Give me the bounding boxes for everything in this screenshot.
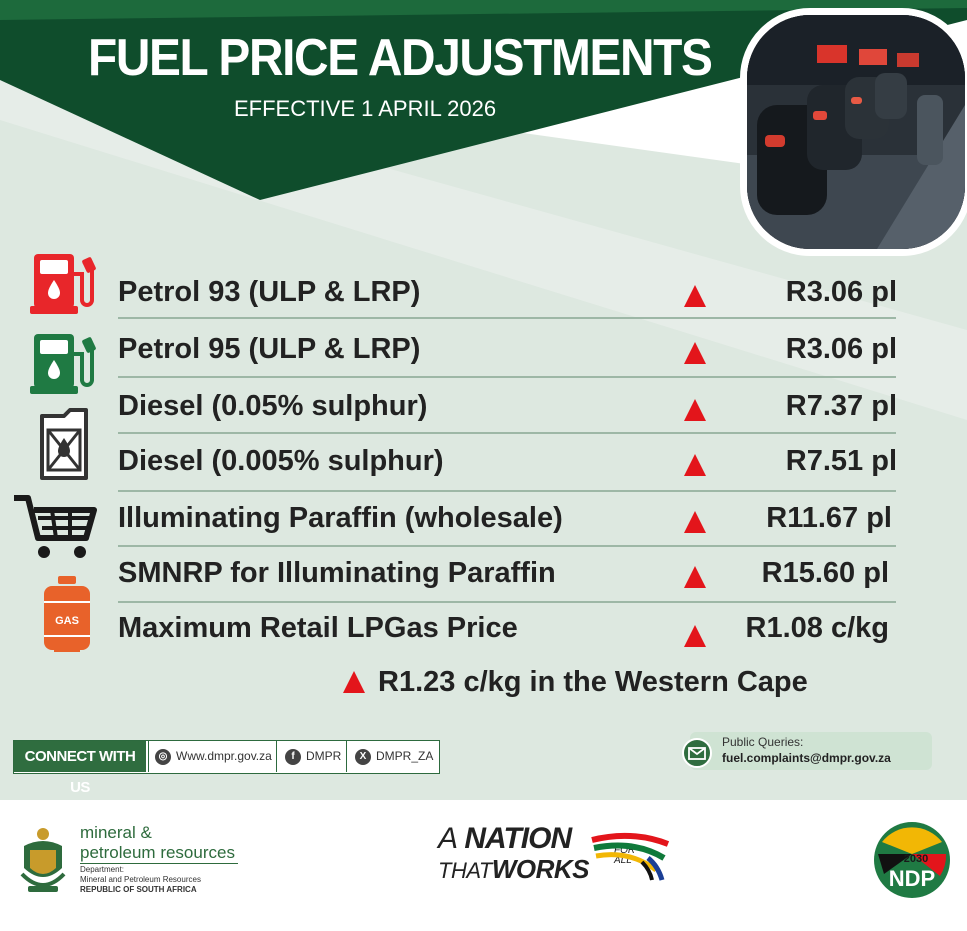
svg-text:GAS: GAS (55, 615, 79, 627)
connect-label: CONNECT WITH US (14, 741, 146, 796)
shopping-cart-icon (14, 495, 97, 558)
price-amount: R15.60 pl (761, 557, 889, 589)
increase-arrow-icon (684, 399, 706, 421)
price-row-diesel-005: Diesel (0.05% sulphur) R7.37 pl (0, 376, 967, 432)
nation-that: THAT (438, 858, 492, 883)
increase-arrow-icon (684, 285, 706, 307)
dept-small-2: Mineral and Petroleum Resources (80, 875, 201, 884)
divider (118, 376, 896, 378)
price-row-petrol-95: Petrol 95 (ULP & LRP) R3.06 pl (0, 319, 967, 375)
connect-with-us-bar: CONNECT WITH US ◎ Www.dmpr.gov.za f DMPR X… (13, 740, 440, 796)
footer: mineral & petroleum resources Department… (0, 800, 967, 931)
divider (118, 601, 896, 603)
product-label: Petrol 93 (ULP & LRP) (118, 276, 421, 308)
divider (118, 490, 896, 492)
ndp-year: 2030 (904, 853, 928, 865)
increase-arrow-icon (684, 454, 706, 476)
facebook-text: DMPR (306, 749, 342, 763)
price-row-petrol-93: Petrol 93 (ULP & LRP) R3.06 pl (0, 262, 967, 318)
increase-arrow-icon (343, 671, 365, 693)
western-cape-note: R1.23 c/kg in the Western Cape (342, 666, 902, 706)
price-row-diesel-0005: Diesel (0.005% sulphur) R7.51 pl (0, 431, 967, 487)
product-label: Illuminating Paraffin (wholesale) (118, 502, 563, 534)
nation-that-works-logo: A NATION THATWORKS FOR ALL (438, 822, 678, 884)
price-row-paraffin-wholesale: Illuminating Paraffin (wholesale) R11.67… (0, 488, 967, 544)
price-amount: R3.06 pl (785, 276, 897, 308)
department-subtext: Department: Mineral and Petroleum Resour… (80, 865, 201, 895)
effective-date: EFFECTIVE 1 APRIL 2026 (234, 96, 497, 121)
queries-email[interactable]: fuel.complaints@dmpr.gov.za (722, 751, 891, 765)
public-queries-box: Public Queries: fuel.complaints@dmpr.gov… (690, 732, 932, 770)
dept-line-2: petroleum resources (80, 843, 235, 862)
nation-word: NATION (464, 822, 572, 855)
page-title: FUEL PRICE ADJUSTMENTS (88, 29, 713, 87)
price-amount: R7.37 pl (785, 390, 897, 422)
website-link[interactable]: ◎ Www.dmpr.gov.za (148, 741, 276, 772)
queries-label: Public Queries: (722, 735, 804, 749)
fuel-queue-photo (740, 8, 967, 256)
nation-a: A (438, 822, 458, 855)
globe-icon: ◎ (155, 748, 171, 765)
price-row-lpgas: Maximum Retail LPGas Price R1.08 c/kg (0, 598, 967, 654)
price-amount: R7.51 pl (785, 445, 897, 477)
flag-swoosh-icon (591, 832, 670, 881)
dept-line-1: mineral & (80, 823, 152, 842)
website-text: Www.dmpr.gov.za (176, 749, 272, 763)
dept-small-1: Department: (80, 865, 125, 874)
x-icon: X (355, 748, 371, 765)
divider (118, 317, 896, 319)
jerry-can-icon (40, 408, 88, 480)
x-text: DMPR_ZA (376, 749, 434, 763)
increase-arrow-icon (684, 511, 706, 533)
coat-of-arms-logo (20, 828, 66, 892)
facebook-icon: f (285, 748, 301, 765)
divider (118, 545, 896, 547)
ndp-2030-logo: 2030 NDP (874, 822, 950, 898)
ndp-label: NDP (889, 866, 935, 891)
petrol-pump-green-icon (30, 334, 96, 394)
dept-divider (80, 863, 238, 864)
nation-for: FOR (614, 845, 636, 856)
increase-arrow-icon (684, 625, 706, 647)
divider (118, 432, 896, 434)
western-cape-text: R1.23 c/kg in the Western Cape (378, 666, 808, 698)
petrol-pump-red-icon (30, 254, 96, 314)
increase-arrow-icon (684, 566, 706, 588)
product-label: Diesel (0.05% sulphur) (118, 390, 428, 422)
gas-cylinder-icon: GAS (44, 576, 90, 652)
price-amount: R3.06 pl (785, 333, 897, 365)
price-amount: R1.08 c/kg (745, 612, 889, 644)
envelope-icon (682, 738, 712, 768)
product-label: SMNRP for Illuminating Paraffin (118, 557, 556, 589)
fuel-queue-illustration (747, 15, 965, 249)
product-label: Maximum Retail LPGas Price (118, 612, 518, 644)
price-row-smnrp-paraffin: SMNRP for Illuminating Paraffin R15.60 p… (0, 543, 967, 599)
department-name: mineral & petroleum resources (80, 823, 235, 863)
x-link[interactable]: X DMPR_ZA (346, 741, 438, 772)
price-amount: R11.67 pl (766, 502, 892, 534)
increase-arrow-icon (684, 342, 706, 364)
product-label: Diesel (0.005% sulphur) (118, 445, 444, 477)
facebook-link[interactable]: f DMPR (276, 741, 346, 772)
dept-small-3: REPUBLIC OF SOUTH AFRICA (80, 885, 197, 894)
product-label: Petrol 95 (ULP & LRP) (118, 333, 421, 365)
nation-works: WORKS (491, 854, 590, 884)
nation-all: ALL (614, 855, 632, 866)
